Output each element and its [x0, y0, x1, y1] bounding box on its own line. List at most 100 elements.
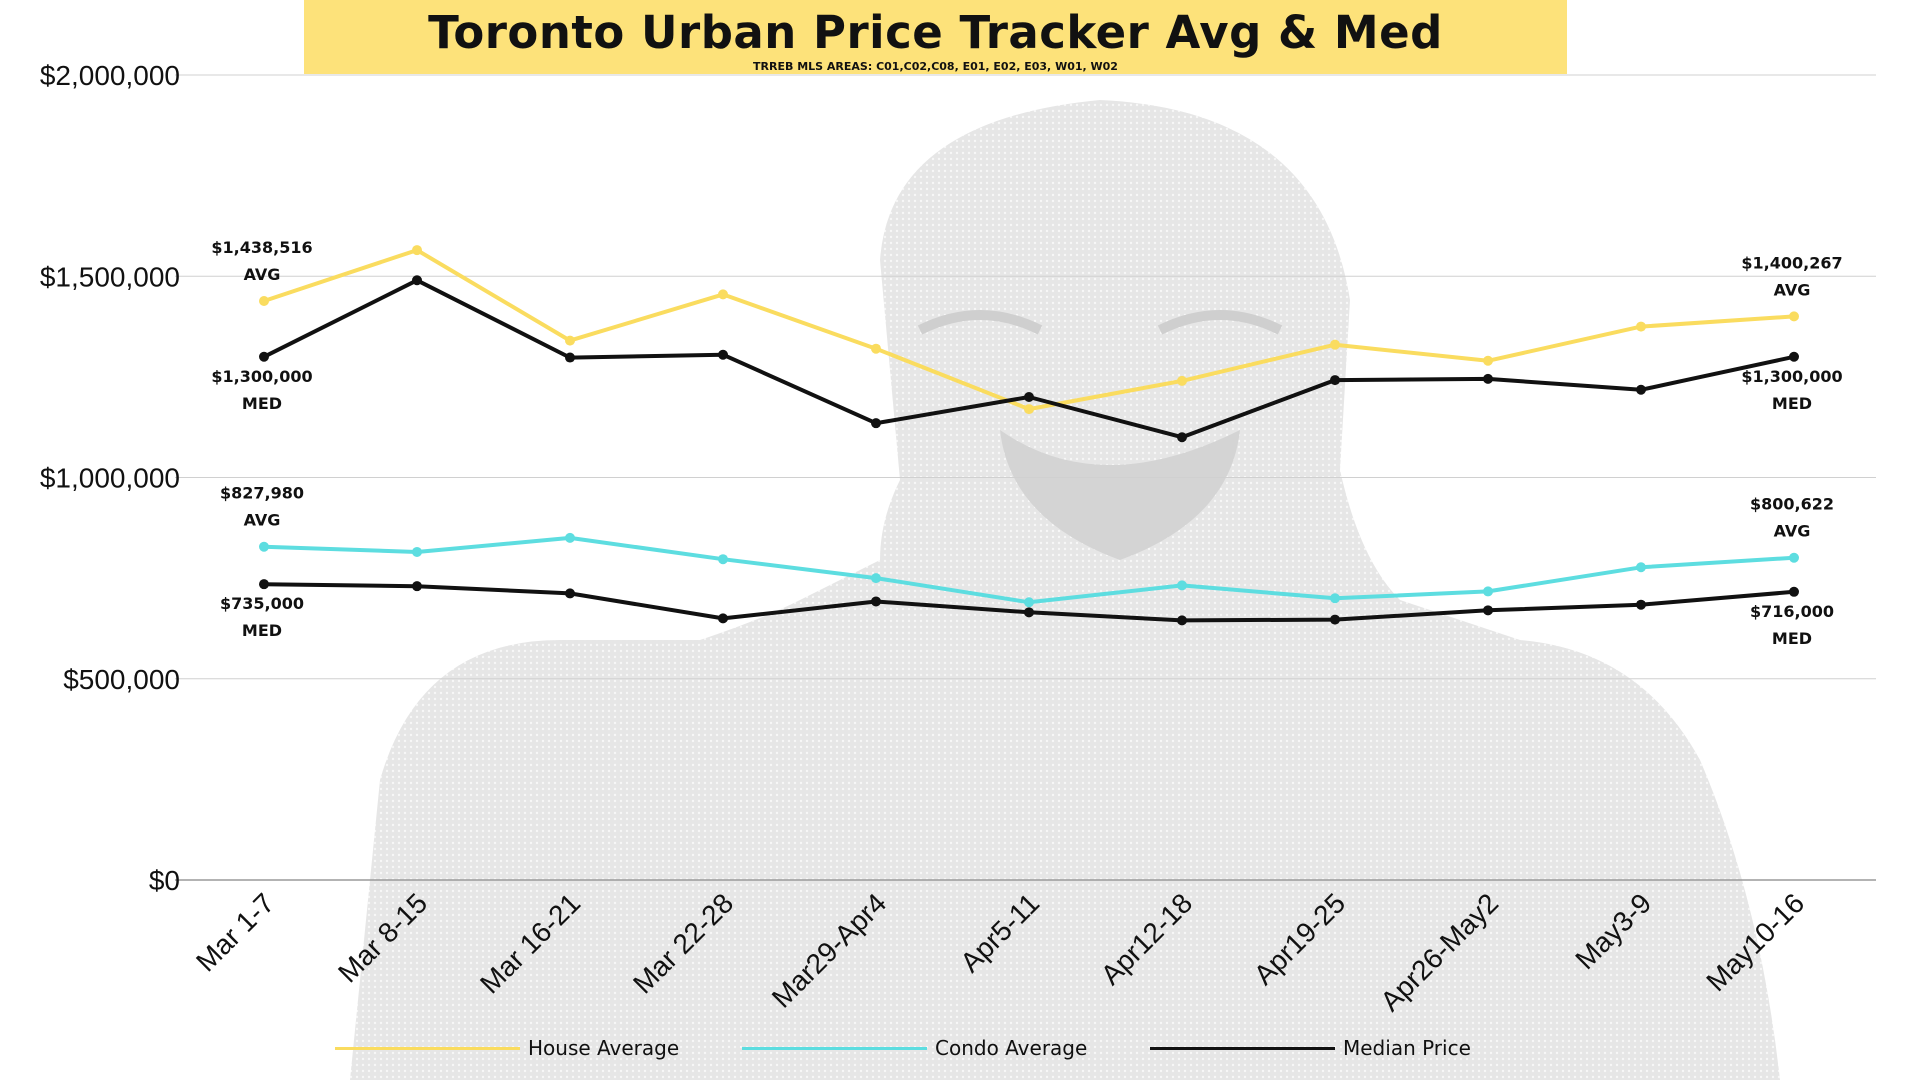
annotation-label: AVG — [1774, 522, 1811, 541]
annotation-value: $827,980 — [220, 484, 304, 503]
legend-label-median-price: Median Price — [1343, 1036, 1471, 1060]
series-house-average — [259, 245, 1799, 415]
data-point-house-average — [1789, 311, 1799, 322]
x-tick-label: Mar 8-15 — [332, 887, 433, 988]
data-point-median-price — [1483, 605, 1493, 616]
chart-subtitle: TRREB MLS AREAS: C01,C02,C08, E01, E02, … — [753, 60, 1118, 73]
x-tick-label: Apr26-May2 — [1374, 887, 1504, 1017]
annotation-label: MED — [242, 621, 282, 640]
data-point-median-price — [1330, 375, 1340, 386]
data-point-condo-average — [1789, 552, 1799, 563]
series-median-price — [259, 275, 1799, 443]
gridlines — [175, 74, 1876, 881]
legend-swatch-house-average — [335, 1046, 520, 1050]
annotation-label: MED — [1772, 394, 1812, 413]
data-point-house-average — [718, 289, 728, 300]
data-point-house-average — [412, 245, 422, 256]
legend-swatch-condo-average — [742, 1046, 927, 1050]
data-point-median-price — [1636, 384, 1646, 395]
annotations: $1,438,516 AVG $1,300,000 MED $827,980 AVG $73… — [211, 238, 1842, 648]
data-point-median-price — [565, 588, 575, 599]
y-tick-label: $1,500,000 — [40, 261, 180, 292]
x-tick-label: Mar 22-28 — [627, 887, 739, 999]
data-point-condo-average — [1483, 586, 1493, 597]
data-point-median-price — [718, 613, 728, 624]
data-point-median-price — [718, 349, 728, 360]
series-line-condo-average — [263, 535, 1795, 605]
data-point-median-price — [259, 579, 269, 590]
annotation-value: $1,438,516 — [211, 238, 312, 257]
legend-swatch-median-price — [1150, 1046, 1335, 1050]
annotation-value: $800,622 — [1750, 495, 1834, 514]
chart-title: Toronto Urban Price Tracker Avg & Med — [428, 6, 1443, 59]
annotation-value: $716,000 — [1750, 602, 1834, 621]
data-point-median-price — [1789, 586, 1799, 597]
data-point-median-price — [1636, 599, 1646, 610]
x-tick-label: Mar 1-7 — [190, 887, 280, 977]
legend-label-condo-average: Condo Average — [935, 1036, 1088, 1060]
data-point-condo-average — [1636, 562, 1646, 573]
data-point-median-price — [1177, 432, 1187, 443]
data-point-median-price — [412, 581, 422, 592]
data-point-condo-average — [1024, 597, 1034, 608]
annotation-label: MED — [1772, 629, 1812, 648]
data-point-median-price — [565, 352, 575, 363]
y-tick-label: $0 — [149, 865, 180, 896]
annotation-value: $1,300,000 — [1741, 367, 1842, 386]
data-point-house-average — [1024, 404, 1034, 415]
legend-label-house-average: House Average — [528, 1036, 680, 1060]
data-point-median-price — [1789, 351, 1799, 362]
data-point-condo-average — [871, 573, 881, 584]
legend-item-house-average: House Average — [335, 1028, 679, 1068]
y-tick-label: $2,000,000 — [40, 60, 180, 91]
data-point-condo-average — [259, 541, 269, 552]
y-axis-ticks: $0 $500,000 $1,000,000 $1,500,000 $2,000,000 — [40, 60, 180, 896]
series-condo-average — [259, 532, 1799, 608]
legend: House Average Condo Average Median Price — [0, 1028, 1920, 1068]
y-tick-label: $1,000,000 — [40, 463, 180, 494]
data-point-house-average — [1636, 321, 1646, 332]
data-point-median-price — [871, 418, 881, 429]
data-point-house-average — [1483, 355, 1493, 366]
x-tick-label: Apr12-18 — [1095, 887, 1198, 990]
data-point-condo-average — [1177, 580, 1187, 591]
x-tick-label: May3-9 — [1569, 887, 1657, 975]
annotation-value: $1,300,000 — [211, 367, 312, 386]
title-banner — [304, 0, 1567, 74]
x-tick-label: Mar29-Apr4 — [766, 887, 892, 1013]
data-point-house-average — [259, 295, 269, 306]
data-point-median-price — [259, 351, 269, 362]
data-point-condo-average — [412, 546, 422, 557]
data-point-median-price — [1024, 392, 1034, 402]
data-point-condo-average — [1330, 593, 1340, 604]
data-point-condo-average — [718, 554, 728, 565]
data-point-median-price — [1177, 615, 1187, 626]
x-tick-label: Mar 16-21 — [474, 887, 586, 999]
legend-item-condo-average: Condo Average — [742, 1028, 1087, 1068]
data-point-median-price — [1483, 373, 1493, 384]
data-point-house-average — [871, 343, 881, 354]
annotation-value: $1,400,267 — [1741, 253, 1842, 272]
legend-item-median-price: Median Price — [1150, 1028, 1471, 1068]
data-point-house-average — [1330, 339, 1340, 350]
annotation-label: AVG — [244, 511, 281, 530]
data-point-median-price — [1024, 607, 1034, 618]
data-point-median-price — [412, 275, 422, 286]
data-point-median-price — [1330, 614, 1340, 625]
series-median-price — [259, 579, 1799, 626]
annotation-value: $735,000 — [220, 594, 304, 613]
annotation-label: MED — [242, 394, 282, 413]
data-point-house-average — [565, 335, 575, 346]
x-tick-label: May10-16 — [1700, 887, 1810, 997]
annotation-label: AVG — [1774, 280, 1811, 299]
annotation-label: AVG — [244, 265, 281, 284]
x-tick-label: Apr5-11 — [954, 887, 1045, 978]
data-point-condo-average — [565, 532, 575, 543]
x-tick-label: Apr19-25 — [1248, 887, 1351, 990]
y-tick-label: $500,000 — [63, 664, 180, 695]
series-group — [259, 245, 1799, 626]
x-axis-ticks: Mar 1-7 Mar 8-15 Mar 16-21 Mar 22-28 Mar29-A… — [190, 887, 1810, 1017]
